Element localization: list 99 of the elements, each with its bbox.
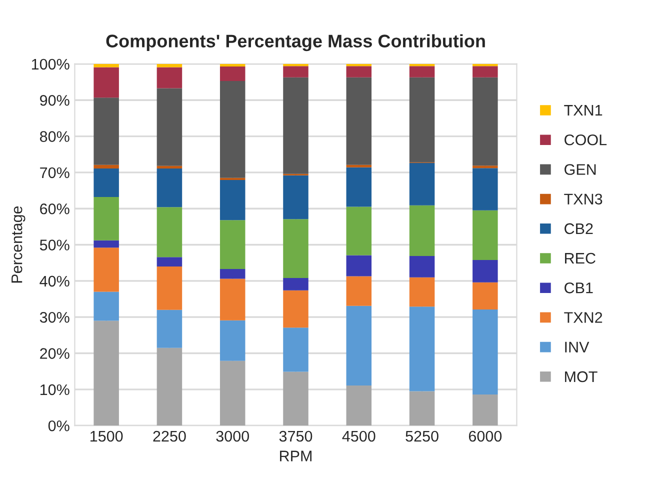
bar xyxy=(409,306,435,392)
bar xyxy=(94,248,119,292)
bar xyxy=(409,277,435,307)
x-tick-label: 2250 xyxy=(153,430,186,442)
y-axis-title: Percentage xyxy=(12,206,26,283)
legend-label: TXN3 xyxy=(564,194,602,205)
bar xyxy=(156,257,182,266)
bar xyxy=(283,372,308,426)
legend-label: CB1 xyxy=(564,282,593,294)
x-tick-label: 5250 xyxy=(406,430,438,442)
bar xyxy=(156,168,182,208)
bar xyxy=(156,64,182,68)
bar xyxy=(283,328,308,372)
legend-label: TXN2 xyxy=(564,312,602,323)
bar xyxy=(283,175,308,220)
x-tick-label: 3000 xyxy=(216,430,250,442)
bar xyxy=(220,178,246,180)
bar xyxy=(156,310,182,348)
y-tick-label: 40% xyxy=(40,276,70,287)
y-tick-label: 70% xyxy=(40,167,70,178)
bar xyxy=(283,290,308,328)
legend-label: INV xyxy=(565,342,590,352)
bar xyxy=(472,66,498,78)
bar xyxy=(156,67,182,88)
x-tick-label: 6000 xyxy=(468,430,502,442)
legend-label: GEN xyxy=(564,164,596,175)
bar xyxy=(220,360,246,426)
y-tick-label: 50% xyxy=(40,240,70,250)
bar xyxy=(472,394,498,426)
bar xyxy=(346,306,372,386)
bar xyxy=(409,205,435,256)
legend-label: COOL xyxy=(564,134,607,146)
bar xyxy=(409,77,435,162)
bar xyxy=(472,310,498,394)
bar xyxy=(94,64,119,68)
y-tick-label: 30% xyxy=(40,312,70,323)
bar xyxy=(409,391,435,426)
bar xyxy=(472,282,498,310)
bar xyxy=(283,77,308,174)
bar xyxy=(283,66,308,78)
bar xyxy=(283,64,308,66)
y-tick-label: 10% xyxy=(40,384,70,396)
y-tick-label: 100% xyxy=(32,58,70,70)
y-tick-label: 60% xyxy=(40,203,70,214)
x-axis-title: RPM xyxy=(280,450,312,462)
y-tick-label: 90% xyxy=(40,94,70,106)
bar xyxy=(156,88,182,166)
bar xyxy=(409,256,435,278)
legend-label: TXN1 xyxy=(564,105,602,116)
bar xyxy=(409,163,435,206)
bar xyxy=(94,98,119,165)
bar xyxy=(346,64,372,66)
bar xyxy=(94,164,119,168)
bar xyxy=(220,320,246,361)
bar xyxy=(346,385,372,426)
y-tick-label: 80% xyxy=(40,131,70,142)
bar xyxy=(156,166,182,168)
bar xyxy=(220,64,246,66)
y-tick-label: 20% xyxy=(40,348,70,359)
bar xyxy=(220,220,246,269)
x-tick-label: 4500 xyxy=(342,430,376,442)
bar xyxy=(346,66,372,78)
x-tick-label: 1500 xyxy=(90,430,123,442)
bar xyxy=(156,207,182,258)
bar xyxy=(94,67,119,98)
bar xyxy=(472,77,498,166)
bar xyxy=(220,180,246,220)
bar xyxy=(346,167,372,207)
bar xyxy=(472,168,498,210)
bar xyxy=(409,64,435,66)
bar xyxy=(346,206,372,256)
bar xyxy=(346,255,372,276)
bar xyxy=(220,80,246,178)
bar xyxy=(94,168,119,198)
legend-label: MOT xyxy=(565,371,598,382)
bar xyxy=(472,260,498,282)
bar xyxy=(409,66,435,78)
bar xyxy=(472,64,498,66)
bar xyxy=(156,266,182,310)
bar xyxy=(220,269,246,279)
bar xyxy=(156,348,182,426)
legend-label: REC xyxy=(565,252,596,264)
chart-title: Components' Percentage Mass Contribution xyxy=(106,34,485,52)
bar xyxy=(346,164,372,168)
bar xyxy=(472,210,498,260)
bar xyxy=(220,278,246,320)
bar xyxy=(283,219,308,278)
bar xyxy=(94,320,119,426)
bar xyxy=(346,77,372,165)
x-tick-label: 3750 xyxy=(279,430,312,442)
bar xyxy=(94,197,119,240)
bar xyxy=(94,240,119,248)
legend-label: CB2 xyxy=(564,223,593,234)
bar xyxy=(283,278,308,290)
bar xyxy=(94,292,119,321)
bar xyxy=(220,66,246,81)
y-tick-label: 0% xyxy=(48,420,70,432)
bar xyxy=(346,276,372,306)
bar xyxy=(472,166,498,168)
